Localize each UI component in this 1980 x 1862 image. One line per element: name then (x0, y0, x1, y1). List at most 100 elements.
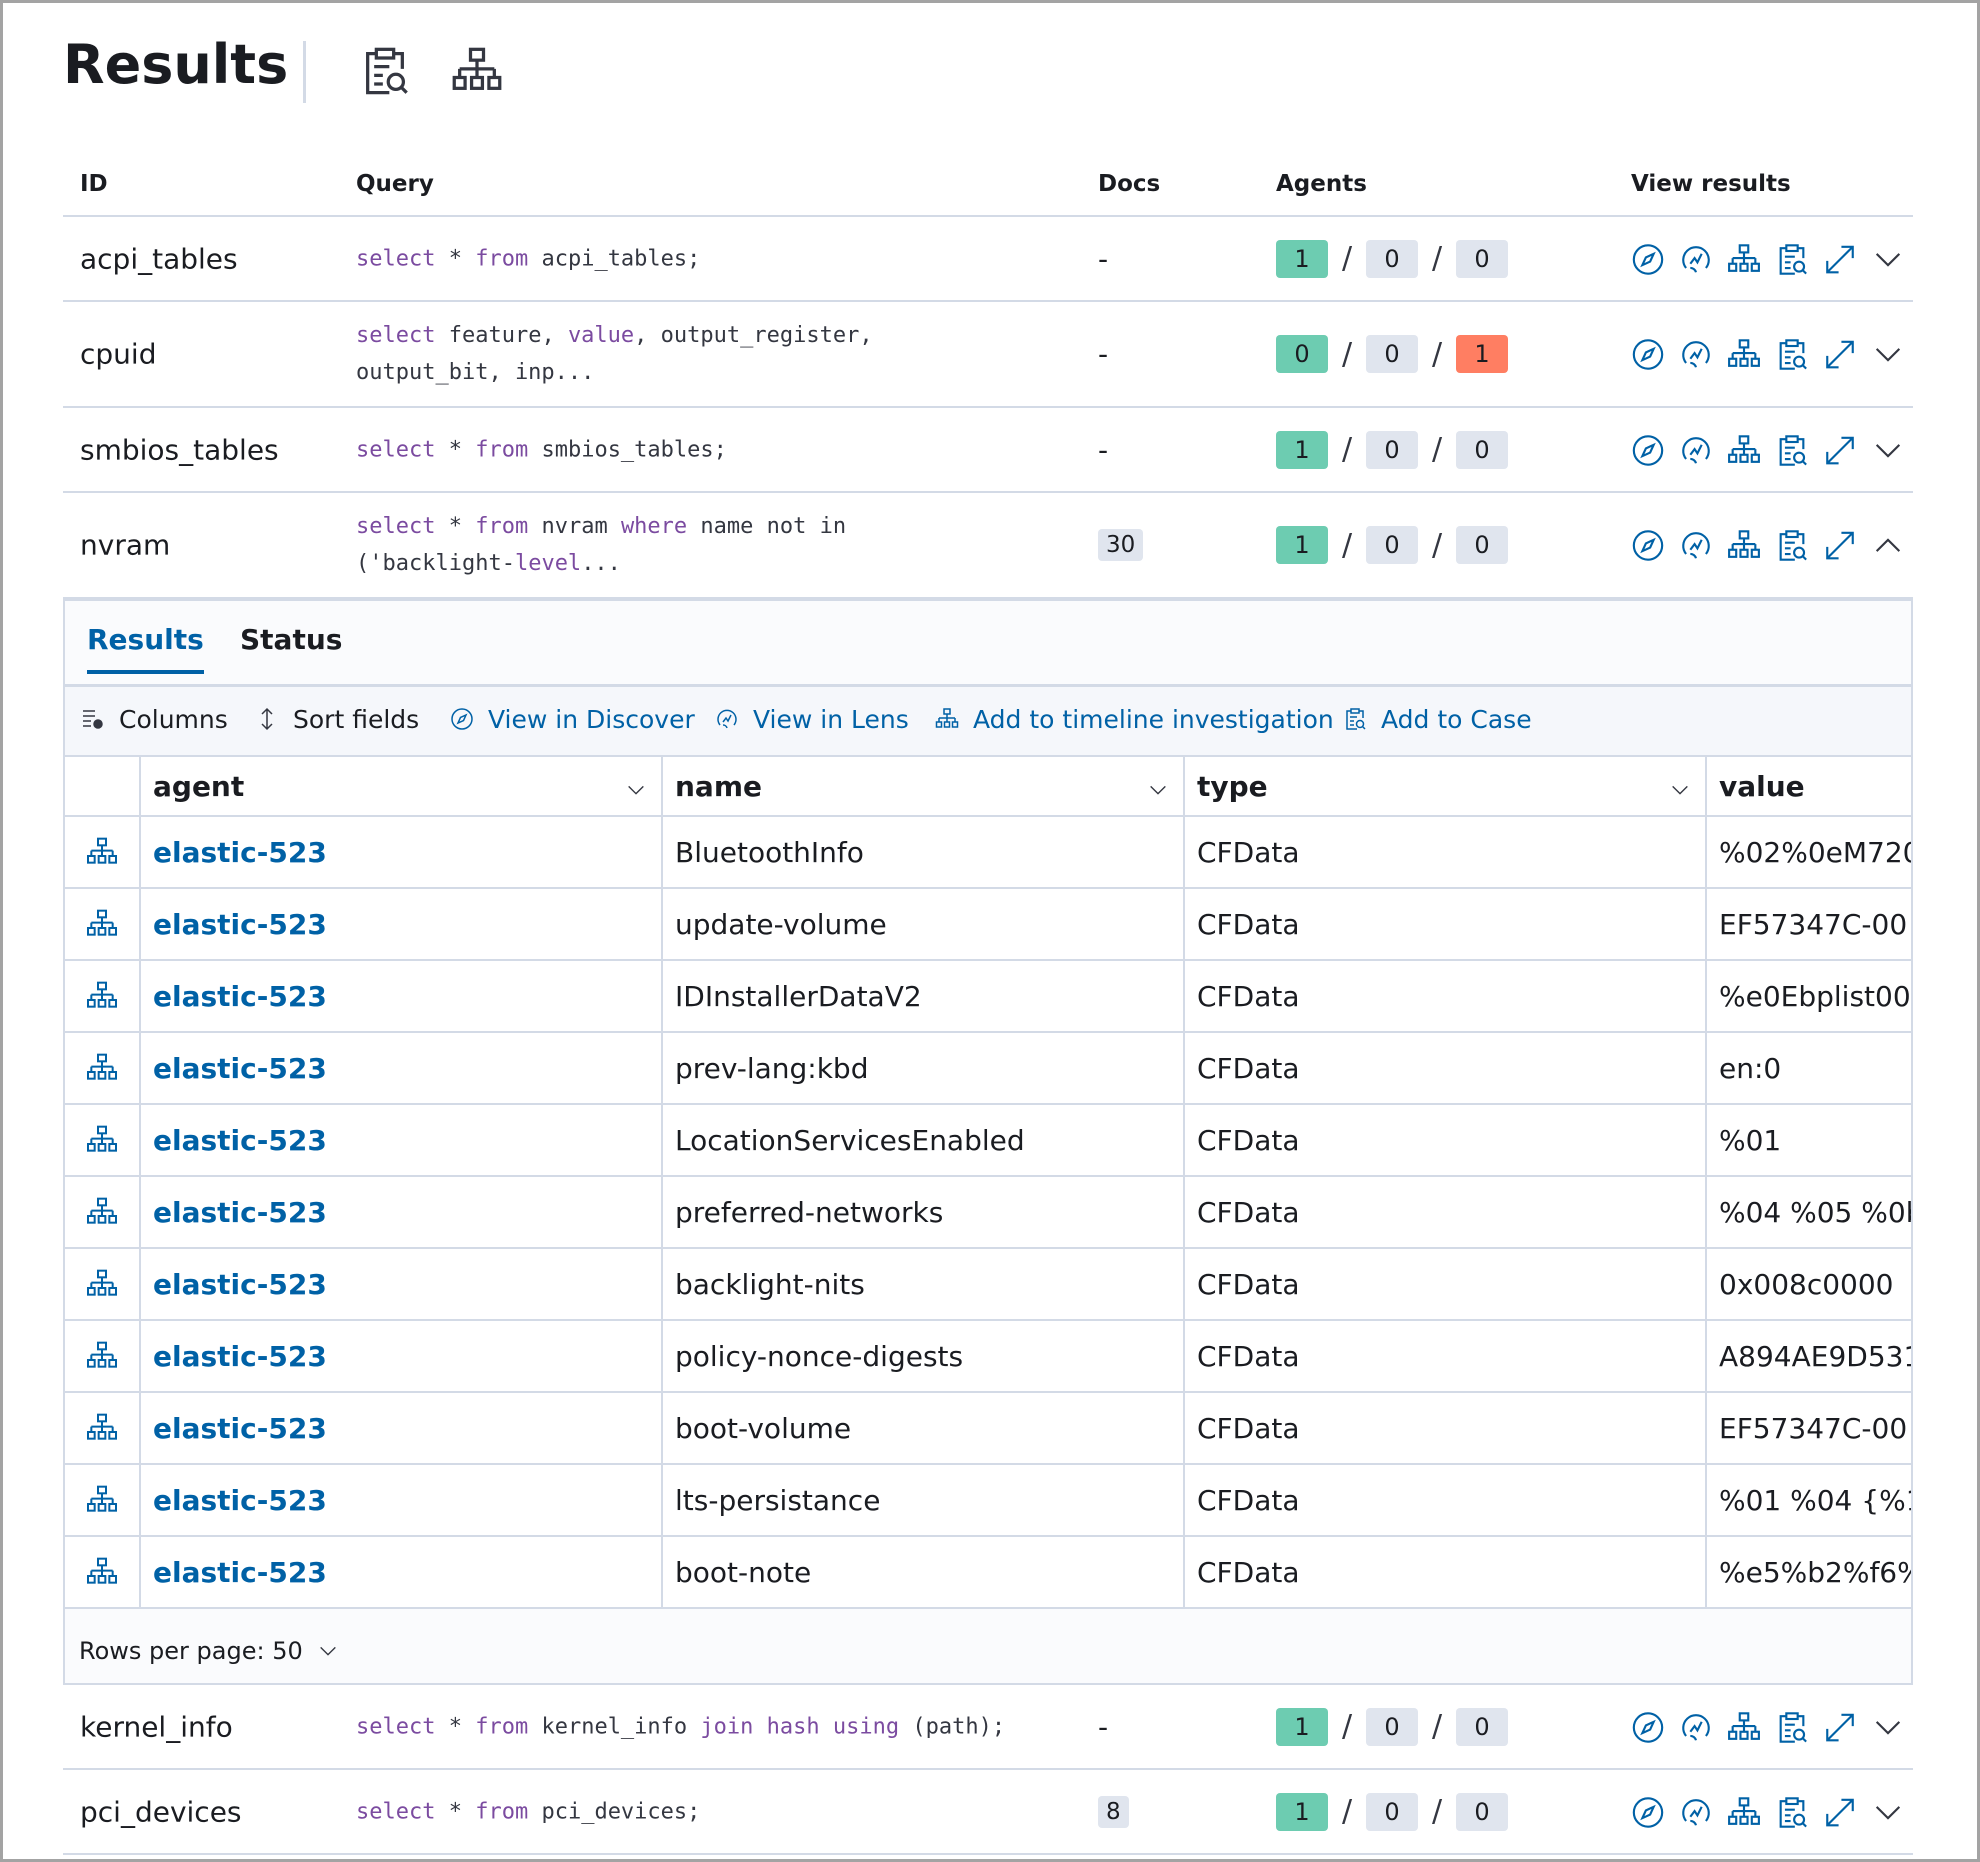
agent-link[interactable]: elastic-523 (153, 979, 327, 1013)
toolbar-button[interactable]: Columns (81, 705, 228, 734)
lens-button[interactable] (1679, 338, 1713, 372)
timeline-button[interactable] (1727, 433, 1761, 467)
toolbar-button[interactable]: Sort fields (255, 705, 419, 734)
expand-toggle[interactable] (1871, 1795, 1905, 1829)
agent-link[interactable]: elastic-523 (153, 835, 327, 869)
cases-button[interactable] (1775, 338, 1809, 372)
grid-cell: elastic-523 (139, 1177, 661, 1247)
grid-cell: elastic-523 (139, 961, 661, 1031)
timeline-icon[interactable] (451, 45, 503, 101)
grid-cell: en:0 (1705, 1033, 1911, 1103)
toolbar-label: Add to timeline investigation (973, 705, 1334, 734)
discover-button[interactable] (1631, 433, 1665, 467)
cell-value: CFData (1197, 1483, 1300, 1517)
agent-link[interactable]: elastic-523 (153, 1051, 327, 1085)
agent-link[interactable]: elastic-523 (153, 1195, 327, 1229)
agent-link[interactable]: elastic-523 (153, 1483, 327, 1517)
sql-text (820, 1714, 833, 1739)
expand-button[interactable] (1823, 1795, 1857, 1829)
timeline-button[interactable] (1727, 529, 1761, 563)
expand-toggle[interactable] (1871, 1710, 1905, 1744)
discover-button[interactable] (1631, 529, 1665, 563)
toolbar-button[interactable]: Add to Case (1343, 705, 1532, 734)
timeline-button[interactable] (86, 1340, 118, 1372)
cases-button[interactable] (1775, 433, 1809, 467)
agent-link[interactable]: elastic-523 (153, 1339, 327, 1373)
rows-per-page-toggle (317, 1637, 339, 1665)
agent-link[interactable]: elastic-523 (153, 1267, 327, 1301)
rows-per-page[interactable]: Rows per page: 50 (79, 1637, 339, 1665)
lens-button[interactable] (1679, 433, 1713, 467)
column-menu[interactable] (1669, 775, 1691, 808)
timeline-button[interactable] (1727, 1795, 1761, 1829)
expand-button[interactable] (1823, 338, 1857, 372)
lens-button[interactable] (1679, 529, 1713, 563)
agent-link[interactable]: elastic-523 (153, 1123, 327, 1157)
discover-button[interactable] (1631, 1795, 1665, 1829)
sql-keyword: value (567, 323, 635, 348)
cases-button[interactable] (1775, 1710, 1809, 1744)
expand-button[interactable] (1823, 433, 1857, 467)
query-id: pci_devices (80, 1795, 242, 1828)
grid-row: elastic-523 boot-volume CFData EF57347C-00 (65, 1393, 1911, 1465)
timeline-button[interactable] (1727, 338, 1761, 372)
timeline-button[interactable] (86, 1268, 118, 1300)
tab[interactable]: Results (87, 623, 204, 674)
timeline-button[interactable] (86, 980, 118, 1012)
timeline-button[interactable] (86, 1412, 118, 1444)
query-line: select feature, value, output_register, (356, 317, 873, 354)
expand-button[interactable] (1823, 242, 1857, 276)
cases-button[interactable] (1775, 242, 1809, 276)
sql-text: kernel_info (528, 1714, 701, 1739)
sql-text: output_bit, inp... (356, 360, 595, 385)
lens-button[interactable] (1679, 1795, 1713, 1829)
divider (303, 41, 306, 103)
toolbar-button[interactable]: View in Discover (450, 705, 695, 734)
toolbar-button[interactable]: Add to timeline investigation (935, 705, 1334, 734)
expand-button[interactable] (1823, 529, 1857, 563)
docs-count: - (1098, 433, 1109, 466)
timeline-button[interactable] (86, 1052, 118, 1084)
cases-button[interactable] (1775, 1795, 1809, 1829)
expand-toggle[interactable] (1871, 433, 1905, 467)
cell-value: CFData (1197, 1411, 1300, 1445)
tab[interactable]: Status (240, 623, 343, 656)
timeline-button[interactable] (86, 1196, 118, 1228)
column-menu[interactable] (625, 775, 647, 808)
cell-value: CFData (1197, 1267, 1300, 1301)
grid-row: elastic-523 boot-note CFData %e5%b2%f6% (65, 1537, 1911, 1609)
sql-text: * (435, 1799, 476, 1824)
timeline-button[interactable] (86, 836, 118, 868)
discover-button[interactable] (1631, 242, 1665, 276)
timeline-button[interactable] (86, 1484, 118, 1516)
lens-button[interactable] (1679, 1710, 1713, 1744)
grid-row: elastic-523 IDInstallerDataV2 CFData %e0Ebp… (65, 961, 1911, 1033)
agent-link[interactable]: elastic-523 (153, 1555, 327, 1589)
view-results (1631, 1794, 1919, 1829)
timeline-button[interactable] (1727, 242, 1761, 276)
expand-toggle[interactable] (1871, 529, 1905, 563)
lens-button[interactable] (1679, 242, 1713, 276)
timeline-button[interactable] (86, 1124, 118, 1156)
cases-button[interactable] (1775, 529, 1809, 563)
grid-cell: 0x008c0000 (1705, 1249, 1911, 1319)
timeline-button[interactable] (86, 908, 118, 940)
agent-link[interactable]: elastic-523 (153, 907, 327, 941)
agents-separator: / (1341, 1709, 1353, 1744)
grid-cell: EF57347C-00 (1705, 889, 1911, 959)
discover-button[interactable] (1631, 338, 1665, 372)
column-menu[interactable] (1147, 775, 1169, 808)
table-row: smbios_tables select * from smbios_tables… (63, 408, 1913, 493)
timeline-button[interactable] (86, 1556, 118, 1588)
expand-toggle[interactable] (1871, 338, 1905, 372)
expand-toggle[interactable] (1871, 242, 1905, 276)
agent-link[interactable]: elastic-523 (153, 1411, 327, 1445)
grid-cell: elastic-523 (139, 1105, 661, 1175)
grid-cell (65, 1321, 139, 1391)
timeline-button[interactable] (1727, 1710, 1761, 1744)
expand-button[interactable] (1823, 1710, 1857, 1744)
toolbar-button[interactable]: View in Lens (715, 705, 909, 734)
discover-button[interactable] (1631, 1710, 1665, 1744)
results-table: ID Query Docs Agents View results acpi_tables… (63, 153, 1913, 1855)
case-icon[interactable] (359, 45, 411, 101)
